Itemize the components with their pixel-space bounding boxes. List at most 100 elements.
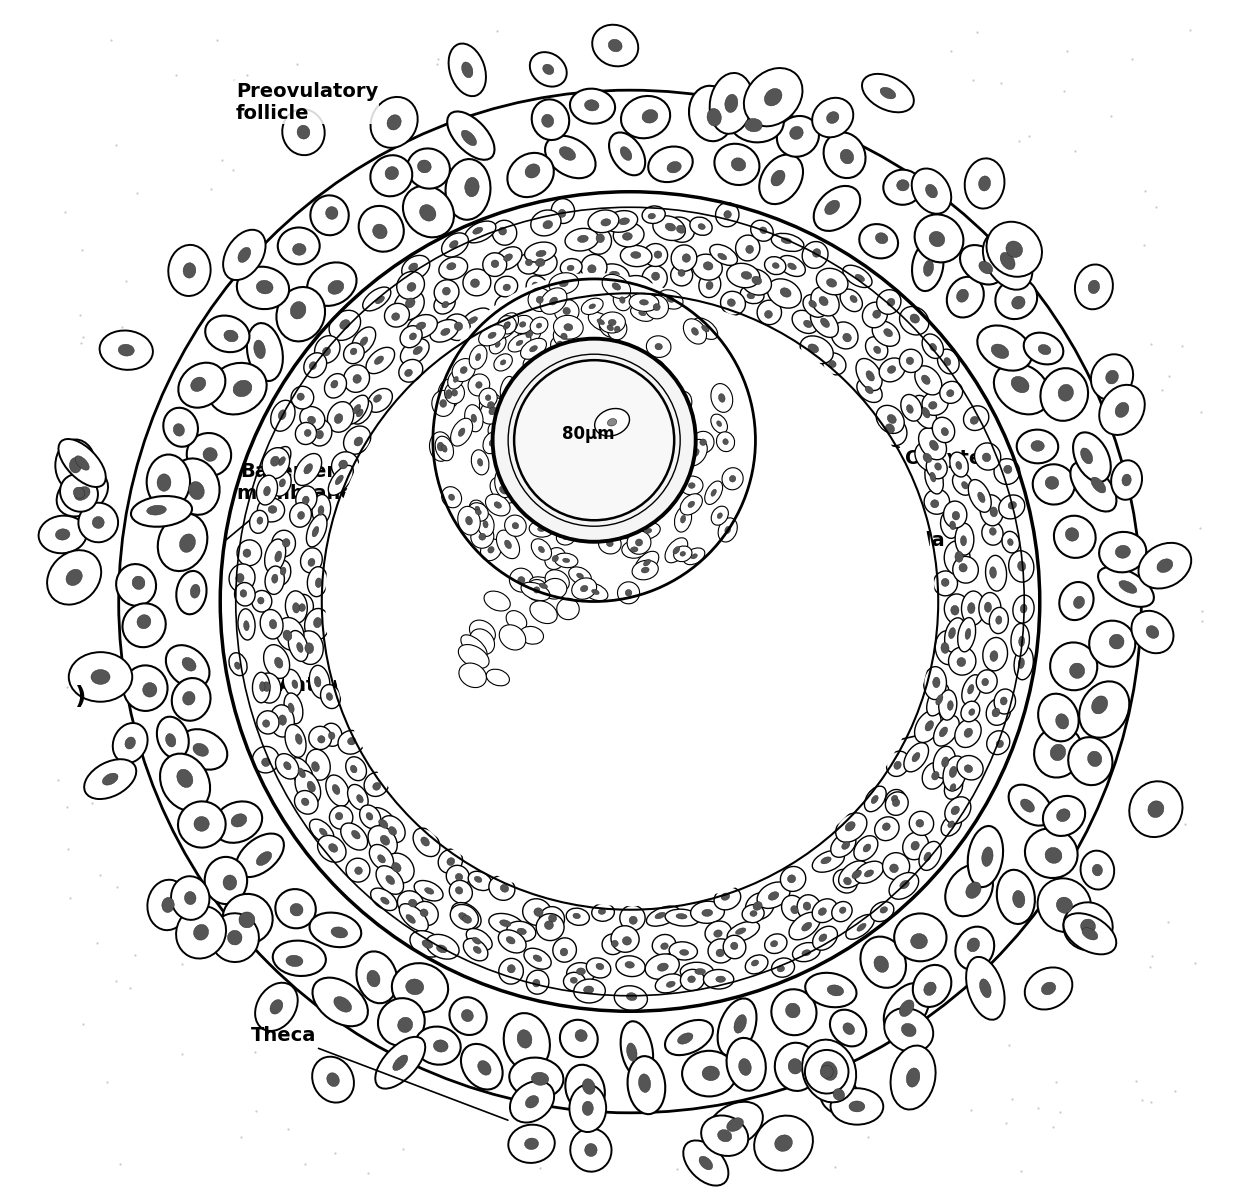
Ellipse shape (811, 288, 839, 316)
Ellipse shape (483, 253, 507, 277)
Ellipse shape (369, 845, 393, 870)
Ellipse shape (708, 938, 733, 962)
Ellipse shape (234, 662, 241, 669)
Ellipse shape (771, 233, 804, 251)
Ellipse shape (717, 432, 735, 451)
Ellipse shape (919, 428, 946, 460)
Ellipse shape (819, 934, 827, 942)
Ellipse shape (450, 881, 472, 903)
Ellipse shape (669, 942, 698, 960)
Ellipse shape (843, 265, 872, 288)
Ellipse shape (559, 517, 587, 537)
Ellipse shape (499, 227, 507, 235)
Ellipse shape (471, 414, 476, 422)
Ellipse shape (529, 576, 557, 594)
Ellipse shape (498, 315, 517, 334)
Ellipse shape (615, 326, 620, 332)
Ellipse shape (252, 746, 280, 772)
Ellipse shape (284, 761, 291, 770)
Ellipse shape (373, 224, 387, 238)
Ellipse shape (576, 497, 582, 503)
Ellipse shape (984, 602, 992, 612)
Ellipse shape (940, 511, 959, 538)
Ellipse shape (891, 795, 898, 802)
Ellipse shape (859, 224, 898, 259)
Ellipse shape (399, 903, 428, 931)
Ellipse shape (204, 857, 247, 905)
Ellipse shape (508, 153, 554, 197)
Ellipse shape (727, 921, 760, 942)
Ellipse shape (239, 912, 255, 928)
Ellipse shape (346, 858, 370, 882)
Ellipse shape (297, 768, 305, 777)
Ellipse shape (961, 675, 982, 705)
Ellipse shape (752, 277, 761, 285)
Ellipse shape (536, 259, 546, 266)
Ellipse shape (580, 350, 602, 368)
Ellipse shape (670, 391, 677, 396)
Ellipse shape (810, 308, 838, 337)
Ellipse shape (1119, 581, 1137, 593)
Ellipse shape (881, 88, 896, 99)
Ellipse shape (122, 604, 166, 647)
Ellipse shape (654, 251, 662, 259)
Ellipse shape (571, 1128, 611, 1172)
Ellipse shape (592, 417, 598, 423)
Ellipse shape (257, 711, 278, 734)
Ellipse shape (727, 1118, 743, 1132)
Ellipse shape (386, 166, 398, 179)
Ellipse shape (845, 822, 856, 831)
Ellipse shape (982, 678, 989, 686)
Ellipse shape (711, 490, 717, 497)
Ellipse shape (270, 1000, 282, 1014)
Ellipse shape (478, 1061, 491, 1075)
Ellipse shape (1068, 737, 1113, 786)
Ellipse shape (966, 956, 1004, 1020)
Ellipse shape (328, 280, 344, 295)
Ellipse shape (873, 310, 881, 319)
Ellipse shape (978, 492, 985, 503)
Ellipse shape (667, 161, 682, 173)
Ellipse shape (398, 1018, 413, 1032)
Ellipse shape (499, 399, 515, 428)
Ellipse shape (489, 336, 507, 354)
Ellipse shape (940, 381, 963, 403)
Ellipse shape (406, 914, 416, 924)
Ellipse shape (329, 806, 353, 829)
Ellipse shape (626, 1043, 638, 1061)
Ellipse shape (680, 962, 713, 982)
Ellipse shape (437, 443, 444, 451)
Ellipse shape (291, 386, 314, 409)
Ellipse shape (295, 422, 316, 445)
Ellipse shape (500, 360, 505, 365)
Ellipse shape (241, 589, 247, 597)
Ellipse shape (442, 288, 450, 295)
Ellipse shape (450, 905, 479, 930)
Ellipse shape (939, 691, 956, 721)
Ellipse shape (534, 908, 543, 917)
Ellipse shape (912, 965, 951, 1007)
Ellipse shape (648, 147, 693, 182)
Ellipse shape (587, 265, 596, 273)
Ellipse shape (630, 306, 654, 321)
Ellipse shape (410, 931, 444, 958)
Ellipse shape (653, 303, 660, 310)
Ellipse shape (262, 448, 290, 479)
Ellipse shape (508, 965, 515, 973)
Ellipse shape (452, 358, 475, 381)
Ellipse shape (745, 118, 762, 132)
Ellipse shape (233, 380, 252, 397)
Ellipse shape (625, 961, 634, 968)
Ellipse shape (247, 324, 284, 381)
Ellipse shape (856, 358, 882, 391)
Ellipse shape (367, 389, 392, 413)
Ellipse shape (553, 315, 583, 339)
Ellipse shape (375, 866, 403, 894)
Ellipse shape (643, 109, 658, 123)
Ellipse shape (965, 628, 971, 639)
Ellipse shape (270, 446, 291, 474)
Ellipse shape (832, 322, 858, 349)
Ellipse shape (301, 798, 309, 806)
Ellipse shape (455, 322, 462, 331)
Ellipse shape (883, 170, 922, 205)
